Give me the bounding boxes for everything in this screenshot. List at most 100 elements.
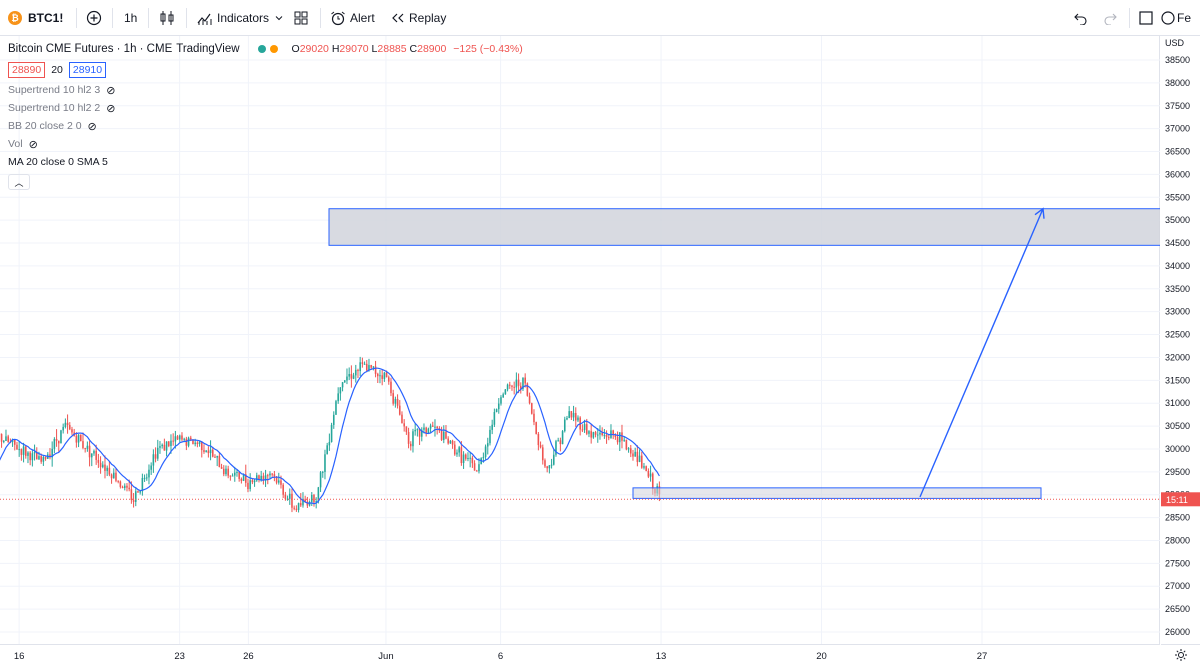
candle-body bbox=[399, 406, 401, 415]
layout-button[interactable] bbox=[293, 0, 309, 36]
indicators-dropdown[interactable] bbox=[274, 0, 284, 36]
candle-body bbox=[91, 453, 93, 457]
candle-body bbox=[403, 423, 405, 426]
candle-body bbox=[175, 436, 177, 441]
snapshot-button[interactable]: Fe bbox=[1160, 0, 1191, 36]
candle-body bbox=[384, 373, 386, 379]
candle-body bbox=[628, 448, 630, 449]
price-axis[interactable]: 2600026500270002750028000285002900029500… bbox=[1161, 36, 1200, 644]
candle-body bbox=[29, 453, 31, 461]
time-axis[interactable]: 1825May9162326Jun6132027 bbox=[0, 644, 1160, 665]
candle-body bbox=[531, 403, 533, 414]
price-tick-label: 35000 bbox=[1165, 215, 1190, 225]
candle-body bbox=[465, 455, 467, 459]
compare-button[interactable] bbox=[86, 0, 102, 36]
interval-button[interactable]: 1h bbox=[124, 0, 137, 36]
chart-type-button[interactable] bbox=[158, 0, 178, 36]
candle-body bbox=[414, 430, 416, 431]
candle-body bbox=[7, 436, 9, 442]
price-tick-label: 33500 bbox=[1165, 284, 1190, 294]
indicator-row-ma[interactable]: MA 20 close 0 SMA 5 bbox=[8, 153, 523, 171]
candle-body bbox=[95, 451, 97, 460]
indicator-row-bollinger[interactable]: BB 20 close 2 0⊘ bbox=[8, 117, 523, 135]
eye-hidden-icon[interactable]: ⊘ bbox=[106, 102, 115, 115]
candle-body bbox=[599, 433, 601, 435]
candle-body bbox=[234, 473, 236, 476]
redo-icon bbox=[1102, 11, 1118, 25]
collapse-legend-button[interactable]: ︿ bbox=[8, 174, 30, 190]
candle-body bbox=[293, 508, 295, 509]
candle-body bbox=[93, 451, 95, 454]
candle-body bbox=[161, 445, 163, 446]
candle-body bbox=[34, 452, 36, 453]
price-tick-label: 34500 bbox=[1165, 238, 1190, 248]
price-tick-label: 36500 bbox=[1165, 147, 1190, 157]
candle-body bbox=[461, 447, 463, 463]
interval-label: 1h bbox=[124, 11, 137, 25]
candle-body bbox=[533, 414, 535, 422]
candle-body bbox=[456, 453, 458, 455]
chart-legend: Bitcoin CME Futures · 1h · CME TradingVi… bbox=[8, 41, 523, 190]
indicator-row-volume[interactable]: Vol ⊘ bbox=[8, 135, 523, 153]
indicator-row-supertrend-2[interactable]: Supertrend 10 hl2 2⊘ bbox=[8, 99, 523, 117]
candle-body bbox=[348, 374, 350, 377]
market-status-icon bbox=[258, 45, 266, 53]
candle-body bbox=[502, 394, 504, 397]
redo-button[interactable] bbox=[1102, 0, 1118, 36]
candle-body bbox=[498, 404, 500, 410]
candle-body bbox=[623, 440, 625, 441]
candle-body bbox=[353, 375, 355, 378]
indicator-label: MA 20 close 0 SMA 5 bbox=[8, 156, 108, 168]
fullscreen-button[interactable] bbox=[1138, 0, 1154, 36]
undo-button[interactable] bbox=[1073, 0, 1089, 36]
symbol-button[interactable]: ₿ BTC1! bbox=[8, 0, 63, 36]
candle-body bbox=[568, 411, 570, 418]
price-tick-label: 29500 bbox=[1165, 467, 1190, 477]
candle-body bbox=[637, 452, 639, 462]
alert-button[interactable]: Alert bbox=[329, 0, 375, 36]
candle-body bbox=[87, 446, 89, 449]
candle-body bbox=[58, 441, 60, 444]
candle-body bbox=[282, 485, 284, 495]
candle-body bbox=[16, 445, 18, 450]
price-tick-label: 28500 bbox=[1165, 513, 1190, 523]
right-partial-label: Fe bbox=[1177, 11, 1191, 25]
eye-hidden-icon[interactable]: ⊘ bbox=[106, 84, 115, 97]
eye-hidden-icon[interactable]: ⊘ bbox=[29, 138, 38, 151]
candle-body bbox=[417, 429, 419, 430]
candle-body bbox=[194, 443, 196, 445]
candle-body bbox=[516, 380, 518, 388]
candle-body bbox=[617, 437, 619, 442]
replay-label: Replay bbox=[409, 11, 446, 25]
candle-body bbox=[390, 382, 392, 393]
candle-body bbox=[650, 474, 652, 477]
candle-body bbox=[529, 396, 531, 403]
indicators-button[interactable]: Indicators bbox=[196, 0, 269, 36]
eye-hidden-icon[interactable]: ⊘ bbox=[88, 120, 97, 133]
candle-body bbox=[355, 370, 357, 375]
candle-body bbox=[595, 432, 597, 435]
candle-body bbox=[172, 441, 174, 442]
open-label: O bbox=[292, 43, 300, 55]
candle-body bbox=[122, 487, 124, 488]
candle-body bbox=[62, 427, 64, 430]
candle-body bbox=[450, 441, 452, 444]
indicator-label: Vol bbox=[8, 138, 23, 150]
candle-body bbox=[208, 451, 210, 454]
sell-price-button[interactable]: 28890 bbox=[8, 62, 45, 78]
candle-body bbox=[205, 451, 207, 452]
candle-body bbox=[362, 362, 364, 364]
candlestick-icon bbox=[158, 9, 178, 27]
candle-body bbox=[573, 413, 575, 417]
buy-price-button[interactable]: 28910 bbox=[69, 62, 106, 78]
replay-button[interactable]: Replay bbox=[390, 0, 446, 36]
candle-body bbox=[441, 431, 443, 440]
candle-body bbox=[551, 465, 553, 466]
candle-body bbox=[128, 488, 130, 490]
indicator-row-supertrend-3[interactable]: Supertrend 10 hl2 3 ⊘ bbox=[8, 81, 523, 99]
chart-settings-button[interactable] bbox=[1161, 644, 1200, 665]
candle-body bbox=[238, 472, 240, 479]
indicator-label: Supertrend 10 hl2 3 bbox=[8, 84, 100, 96]
candle-body bbox=[38, 456, 40, 459]
candle-body bbox=[513, 387, 515, 388]
